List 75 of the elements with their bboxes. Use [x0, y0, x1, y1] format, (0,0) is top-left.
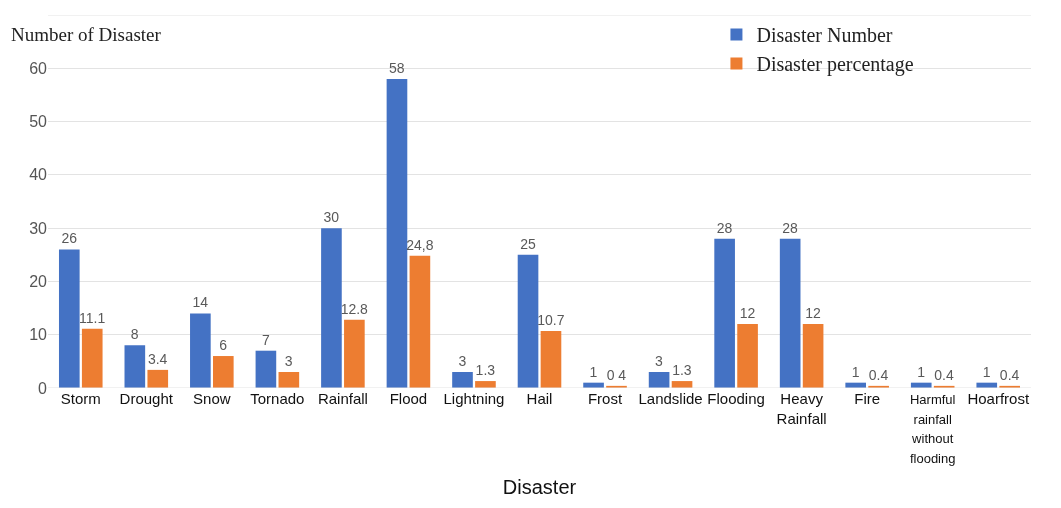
legend-label: Disaster Number — [756, 24, 893, 47]
data-label: 1.3 — [475, 362, 496, 379]
bar — [386, 78, 408, 388]
data-label: 12 — [805, 305, 821, 322]
y-tick-label: 60 — [29, 59, 48, 77]
x-tick-label: Rainfall — [317, 390, 368, 407]
data-label: 1 — [982, 363, 991, 380]
data-label: 14 — [192, 294, 209, 311]
bar — [540, 330, 562, 388]
data-label: 12 — [739, 305, 756, 322]
bar — [802, 324, 824, 388]
y-tick-label: 0 — [38, 379, 48, 397]
y-tick-label: 20 — [29, 273, 48, 291]
data-label: 10.7 — [537, 311, 565, 328]
y-tick-label: 10 — [29, 326, 48, 344]
data-label: 26 — [61, 230, 78, 247]
x-tick-label: Storm — [60, 390, 101, 407]
bar — [409, 255, 431, 388]
bar — [714, 238, 735, 388]
data-label: 28 — [782, 219, 799, 236]
bar — [124, 345, 146, 388]
data-label: 3.4 — [147, 350, 168, 367]
x-tick-label: Tornado — [250, 390, 305, 407]
bar — [737, 324, 758, 388]
bar — [648, 372, 670, 388]
bar — [212, 356, 234, 388]
data-label: 24,8 — [406, 236, 434, 253]
y-tick-label: 40 — [29, 166, 48, 184]
data-label: 1 — [917, 363, 926, 380]
data-label: 30 — [323, 209, 340, 226]
x-tick-label: Flooding — [707, 390, 765, 407]
data-label: 1 — [589, 363, 598, 380]
y-axis-title: Number of Disaster — [11, 24, 162, 45]
y-tick-label: 30 — [29, 219, 48, 237]
data-label: 25 — [520, 235, 536, 252]
x-tick-label: Flood — [389, 390, 428, 407]
x-tick-label: Hoarfrost — [967, 390, 1030, 407]
bar — [321, 228, 342, 388]
data-label: 6 — [219, 337, 228, 354]
data-label: 1 — [851, 363, 860, 380]
x-tick-label: Fire — [854, 390, 881, 407]
x-tick-label: Snow — [193, 390, 231, 407]
data-label: 11.1 — [79, 309, 106, 326]
data-label: 8 — [130, 326, 139, 343]
data-label: 1.3 — [672, 362, 692, 379]
x-tick-label: Harmful rainfall without flooding — [909, 392, 956, 466]
bar — [58, 249, 80, 388]
bar — [517, 254, 539, 388]
data-label: 0 4 — [606, 366, 627, 383]
x-axis-title: Disaster — [502, 476, 577, 498]
x-tick-label: Lightning — [443, 390, 505, 407]
data-label: 0.4 — [868, 366, 889, 383]
x-tick-label: Hail — [526, 390, 553, 407]
y-tick-label: 50 — [29, 113, 48, 131]
data-label: 0.4 — [999, 366, 1020, 383]
bar — [452, 372, 473, 388]
bar — [81, 328, 103, 388]
x-tick-label: Frost — [587, 390, 623, 407]
data-label: 58 — [389, 59, 405, 76]
data-label: 0.4 — [934, 366, 955, 383]
data-label: 3 — [655, 353, 664, 370]
x-tick-label: Drought — [119, 390, 174, 407]
bar — [255, 350, 277, 388]
data-label: 7 — [261, 331, 270, 348]
data-label: 3 — [284, 353, 293, 370]
bar — [344, 319, 365, 388]
bar — [147, 369, 169, 388]
x-tick-label: Landslide — [638, 390, 703, 407]
bar — [278, 372, 300, 388]
bar — [779, 238, 801, 388]
bar — [190, 313, 211, 388]
data-label: 3 — [458, 353, 467, 370]
x-tick-label: Heavy Rainfall — [776, 390, 827, 427]
data-label: 28 — [716, 219, 733, 236]
legend-label: Disaster percentage — [756, 53, 914, 77]
